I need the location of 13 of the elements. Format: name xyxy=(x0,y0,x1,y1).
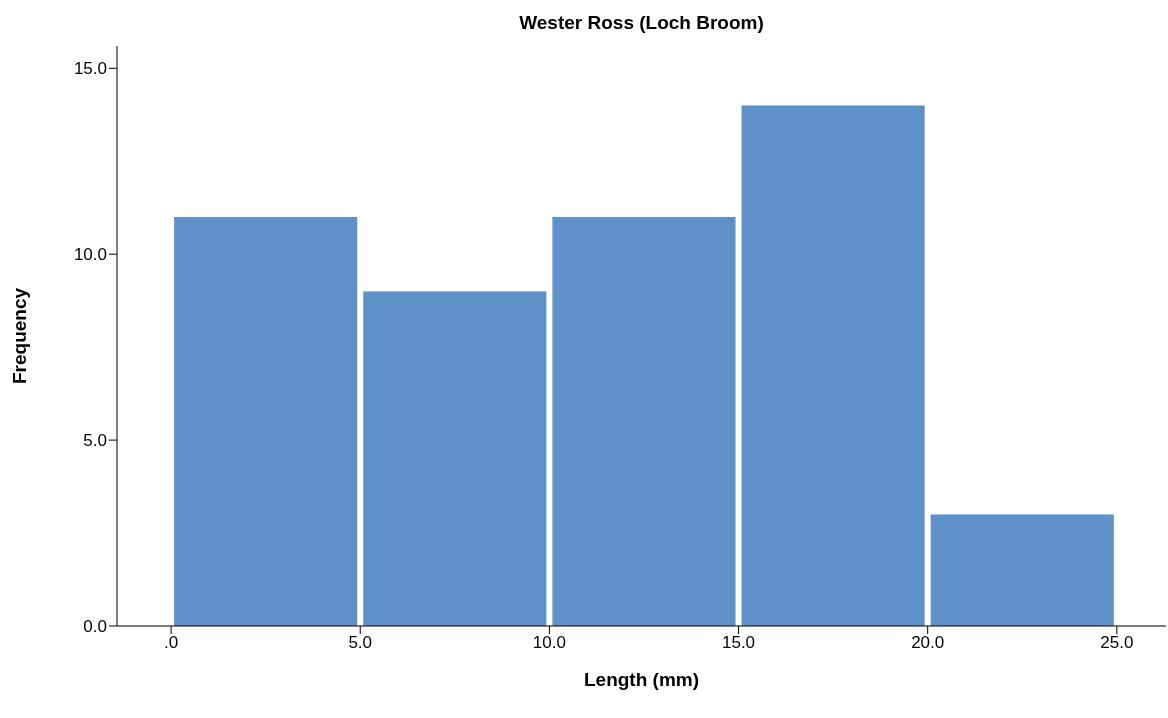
x-tick-label: 25.0 xyxy=(1100,633,1134,653)
x-tick-label: 10.0 xyxy=(532,633,566,653)
x-tick-label: 20.0 xyxy=(911,633,945,653)
x-axis-title: Length (mm) xyxy=(583,669,700,690)
x-tick-label: .0 xyxy=(164,633,179,653)
y-tick-label: 10.0 xyxy=(73,245,107,265)
y-tick-label: 5.0 xyxy=(83,431,107,451)
y-axis-title: Frequency xyxy=(8,287,30,385)
chart-title: Wester Ross (Loch Broom) xyxy=(518,12,765,34)
x-tick-label: 5.0 xyxy=(348,633,373,653)
y-tick-label: 0.0 xyxy=(83,617,107,637)
y-tick-label: 15.0 xyxy=(73,59,107,79)
x-tick-label: 15.0 xyxy=(721,633,756,653)
